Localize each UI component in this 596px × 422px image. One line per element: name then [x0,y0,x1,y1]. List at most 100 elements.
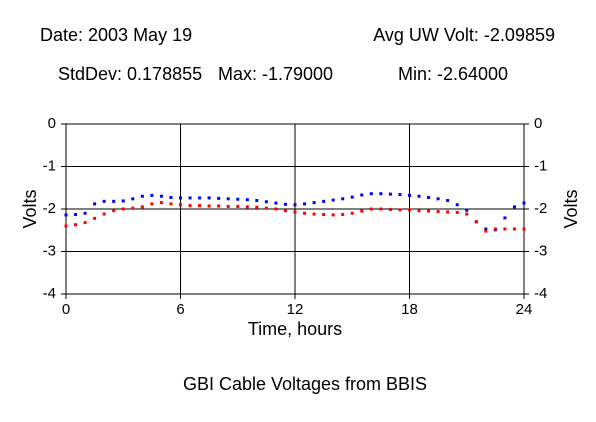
data-point [303,202,307,206]
data-point [369,207,373,211]
data-point [264,200,268,204]
data-point [64,213,68,217]
data-point [293,203,297,207]
data-point [83,211,87,215]
data-point [293,210,297,214]
avg-volt: Avg UW Volt: -2.09859 [373,25,555,45]
chart-title: GBI Cable Voltages from BBIS [183,374,427,394]
data-point [245,198,249,202]
data-point [74,223,78,227]
data-point [121,207,125,211]
data-point [274,207,278,211]
data-point [427,196,431,200]
data-point [217,204,221,208]
y-tick-label: -4 [43,285,56,302]
data-point [64,224,68,228]
data-point [188,204,192,208]
data-point [503,227,507,231]
x-tick-label: 12 [287,301,304,318]
x-tick-label: 18 [401,301,418,318]
data-point [140,194,144,198]
data-point [198,196,202,200]
y-label: Volts [20,189,40,228]
data-point [112,199,116,203]
data-point [398,208,402,212]
data-point [112,209,116,213]
data-point [493,227,497,231]
data-point [427,209,431,213]
data-point [512,227,516,231]
data-point [331,198,335,202]
data-point [436,197,440,201]
data-point [465,208,469,212]
data-point [379,207,383,211]
data-point [102,199,106,203]
max: Max: -1.79000 [218,64,333,84]
data-point [74,213,78,217]
data-point [283,202,287,206]
y-tick-label: -3 [43,242,56,259]
data-point [341,197,345,201]
data-point [121,199,125,203]
data-point [455,203,459,207]
data-point [455,210,459,214]
data-point [512,205,516,209]
data-point [312,212,316,216]
data-point [93,202,97,206]
x-label: Time, hours [248,319,342,339]
data-point [83,221,87,225]
data-point [140,205,144,209]
data-point [150,193,154,197]
data-point [369,192,373,196]
y-tick-label-right: -1 [534,157,547,174]
data-point [360,209,364,213]
data-point [93,216,97,220]
data-point [131,206,135,210]
data-point [379,192,383,196]
y-label-right: Volts [561,189,581,228]
data-point [226,204,230,208]
data-point [388,192,392,196]
data-point [188,196,192,200]
y-tick-label-right: -2 [534,200,547,217]
x-tick-label: 24 [516,301,533,318]
data-point [169,196,173,200]
data-point [245,205,249,209]
data-point [417,194,421,198]
data-point [522,227,526,231]
data-point [484,229,488,233]
data-point [322,199,326,203]
data-point [446,199,450,202]
data-point [408,193,411,197]
data-point [331,213,335,217]
data-point [236,204,240,208]
y-tick-label-right: -3 [534,242,547,259]
data-point [417,209,421,213]
data-point [436,210,440,214]
data-point [274,201,278,205]
data-point [341,213,345,217]
data-point [465,212,469,216]
data-point [150,202,154,206]
data-point [503,216,507,220]
data-point [179,203,182,207]
data-point [522,201,526,205]
data-point [350,211,354,215]
data-point [264,206,268,210]
data-point [159,194,163,198]
data-point [226,197,230,201]
data-point [408,208,411,212]
data-point [398,193,402,197]
data-point [131,197,135,201]
data-point [207,196,211,200]
data-point [303,211,307,215]
data-point [484,227,488,231]
data-point [169,202,173,206]
data-point [236,197,240,201]
y-tick-label: -2 [43,200,56,217]
date: Date: 2003 May 19 [40,25,192,45]
y-tick-label-right: -4 [534,285,547,302]
data-point [179,196,182,200]
data-point [198,204,202,208]
